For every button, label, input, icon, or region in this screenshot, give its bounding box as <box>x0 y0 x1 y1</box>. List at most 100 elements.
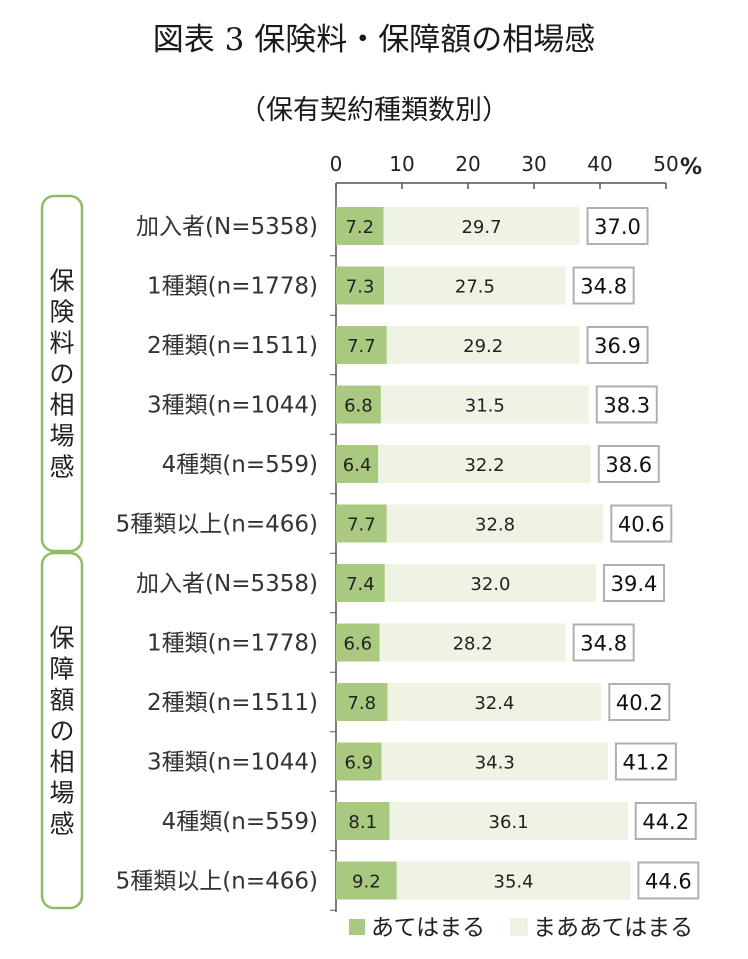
category-label: 加入者(N=5358) <box>136 571 318 597</box>
bar-maa-atehamaru <box>386 504 604 543</box>
bar-maa-atehamaru <box>389 802 628 840</box>
group-label-char: 保 <box>49 624 74 653</box>
bar-atehamaru <box>336 742 382 781</box>
total-box <box>608 683 671 721</box>
category-label: 5種類以上(n=466) <box>116 869 318 895</box>
total-box <box>610 504 673 543</box>
data-label-maa-atehamaru: 28.2 <box>453 634 493 655</box>
bar-atehamaru <box>336 861 397 900</box>
chart-subtitle: （保有契約種類数別） <box>239 95 509 126</box>
total-label: 44.6 <box>645 870 692 894</box>
bar-maa-atehamaru <box>383 207 580 245</box>
bar-atehamaru <box>336 266 385 305</box>
total-label: 38.6 <box>605 453 652 477</box>
total-label: 40.2 <box>616 691 663 715</box>
total-label: 39.4 <box>611 572 658 596</box>
bar-atehamaru <box>336 564 385 602</box>
group-label-box <box>40 194 84 553</box>
total-label: 41.2 <box>623 751 670 775</box>
group-label-char: 相 <box>49 748 74 777</box>
bar-atehamaru <box>336 623 380 662</box>
data-label-atehamaru: 6.9 <box>344 753 373 774</box>
bar-atehamaru <box>336 326 387 364</box>
data-label-maa-atehamaru: 27.5 <box>455 277 495 298</box>
total-box <box>614 742 677 781</box>
total-box <box>603 564 666 602</box>
total-label: 37.0 <box>594 215 641 239</box>
group-label-char: 保 <box>49 267 74 296</box>
total-box <box>634 802 697 840</box>
data-label-maa-atehamaru: 29.2 <box>463 336 503 357</box>
x-axis-unit: % <box>680 155 702 180</box>
group-label-char: 額 <box>49 686 74 715</box>
bar-maa-atehamaru <box>381 742 608 781</box>
data-label-atehamaru: 6.8 <box>344 396 373 417</box>
bar-atehamaru <box>336 683 388 721</box>
group-label-char: の <box>49 717 74 746</box>
group-label-char: 感 <box>49 810 74 839</box>
x-tick-label: 50 <box>653 152 678 176</box>
bar-maa-atehamaru <box>396 861 631 900</box>
data-label-maa-atehamaru: 31.5 <box>465 396 505 417</box>
category-label: 4種類(n=559) <box>162 809 318 835</box>
group-label-char: 感 <box>49 453 74 482</box>
total-label: 34.8 <box>580 275 627 299</box>
bar-atehamaru <box>336 445 379 483</box>
group-label-box <box>40 551 84 910</box>
data-label-atehamaru: 7.4 <box>346 574 375 595</box>
category-label: 1種類(n=1778) <box>147 631 318 657</box>
data-label-maa-atehamaru: 35.4 <box>494 872 534 893</box>
bar-atehamaru <box>336 385 381 424</box>
legend-label-maa-atehamaru: まああてはまる <box>533 915 693 941</box>
data-label-atehamaru: 6.6 <box>343 634 372 655</box>
x-tick-label: 30 <box>521 152 546 176</box>
group-label-char: 相 <box>49 391 74 420</box>
group-label-char: 険 <box>49 298 74 327</box>
category-label: 5種類以上(n=466) <box>116 512 318 538</box>
total-box <box>586 326 649 364</box>
bar-maa-atehamaru <box>380 385 589 424</box>
group-label-char: 障 <box>49 655 74 684</box>
group-label-char: 場 <box>49 422 74 451</box>
bar-maa-atehamaru <box>378 445 591 483</box>
total-box <box>572 266 635 305</box>
total-box <box>586 207 649 245</box>
total-label: 36.9 <box>594 334 641 358</box>
legend-swatch-atehamaru <box>349 919 365 935</box>
bar-maa-atehamaru <box>387 683 602 721</box>
data-label-atehamaru: 9.2 <box>352 872 381 893</box>
x-tick-label: 0 <box>330 152 343 176</box>
total-label: 34.8 <box>580 632 627 656</box>
x-tick-label: 10 <box>389 152 414 176</box>
data-label-atehamaru: 7.7 <box>347 515 376 536</box>
category-label: 4種類(n=559) <box>162 452 318 478</box>
bar-atehamaru <box>336 504 387 543</box>
legend-label-atehamaru: あてはまる <box>371 915 485 941</box>
total-label: 38.3 <box>603 394 650 418</box>
x-tick-label: 40 <box>587 152 612 176</box>
chart-title: 図表 3 保険料・保障額の相場感 <box>152 22 596 58</box>
data-label-atehamaru: 7.8 <box>347 693 376 714</box>
total-box <box>597 445 660 483</box>
data-label-atehamaru: 8.1 <box>348 812 377 833</box>
bar-atehamaru <box>336 207 384 245</box>
data-label-atehamaru: 7.2 <box>345 217 374 238</box>
bar-maa-atehamaru <box>384 564 597 602</box>
total-box <box>637 861 700 900</box>
data-label-atehamaru: 7.3 <box>346 277 375 298</box>
bar-maa-atehamaru <box>384 266 566 305</box>
total-box <box>595 385 658 424</box>
data-label-maa-atehamaru: 29.7 <box>461 217 501 238</box>
category-label: 3種類(n=1044) <box>147 393 318 419</box>
data-label-maa-atehamaru: 32.4 <box>474 693 514 714</box>
group-label-char: 料 <box>49 329 74 358</box>
total-label: 44.2 <box>642 810 689 834</box>
data-label-maa-atehamaru: 32.0 <box>470 574 510 595</box>
data-label-atehamaru: 7.7 <box>347 336 376 357</box>
legend-swatch-maa-atehamaru <box>510 918 528 936</box>
total-label: 40.6 <box>618 513 665 537</box>
x-tick-label: 20 <box>455 152 480 176</box>
bar-atehamaru <box>336 802 390 840</box>
data-label-atehamaru: 6.4 <box>343 455 372 476</box>
